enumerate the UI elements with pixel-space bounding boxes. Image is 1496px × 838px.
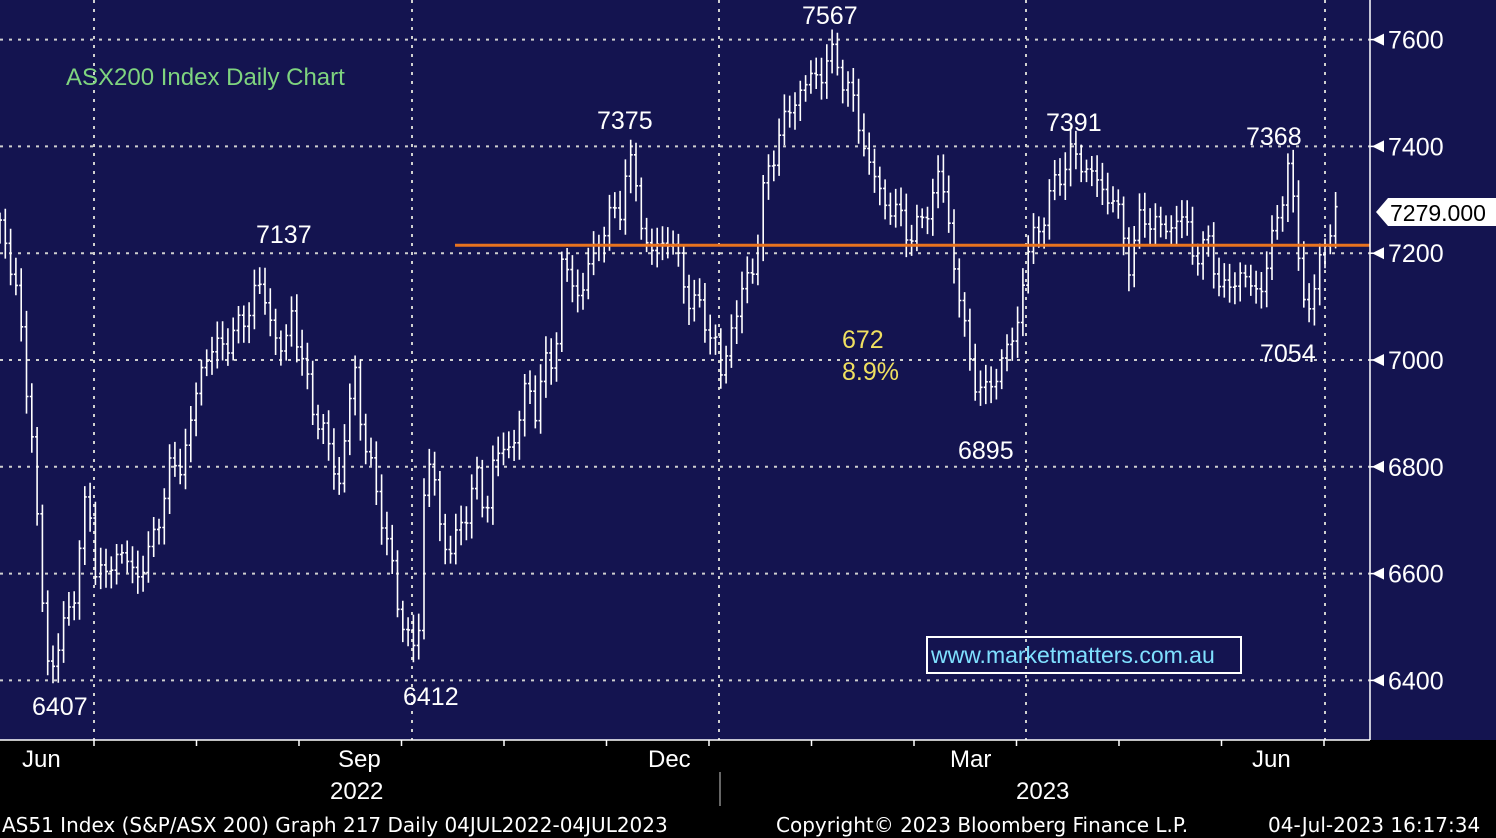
y-tick-label: 6800 — [1388, 454, 1444, 482]
y-axis-panel — [1370, 0, 1496, 740]
footer-copyright: Copyright© 2023 Bloomberg Finance L.P. — [776, 813, 1188, 837]
annotation-high-7368: 7368 — [1246, 123, 1302, 151]
y-tick-arrow — [1372, 460, 1384, 473]
last-price-tag — [1376, 198, 1496, 226]
y-tick-arrow — [1372, 247, 1384, 260]
annotation-range-points: 672 — [842, 326, 884, 354]
annotation-high-7567: 7567 — [802, 2, 858, 30]
y-tick-arrow — [1372, 33, 1384, 46]
annotation-high-7137: 7137 — [256, 221, 312, 249]
y-tick-label: 7200 — [1388, 240, 1444, 268]
x-tick-label: Jun — [22, 746, 61, 773]
price-bars — [0, 29, 1338, 684]
annotation-low-6895: 6895 — [958, 437, 1014, 465]
price-series — [0, 29, 1338, 684]
y-tick-arrow — [1372, 354, 1384, 366]
annotation-high-7375: 7375 — [597, 107, 653, 135]
year-label-2023: 2023 — [1016, 778, 1069, 805]
year-label-2022: 2022 — [330, 778, 383, 805]
footer-timestamp: 04-Jul-2023 16:17:34 — [1268, 813, 1480, 837]
annotation-low-6412: 6412 — [403, 683, 459, 711]
y-tick-arrow — [1372, 567, 1384, 580]
chart-title: ASX200 Index Daily Chart — [66, 64, 345, 91]
y-tick-arrow — [1372, 140, 1384, 153]
grid — [0, 0, 1370, 740]
x-tick-label: Dec — [648, 746, 691, 773]
y-tick-label: 6600 — [1388, 561, 1444, 589]
footer-security-info: AS51 Index (S&P/ASX 200) Graph 217 Daily… — [2, 813, 668, 837]
y-tick-arrow — [1372, 674, 1384, 687]
x-tick-label: Sep — [338, 746, 381, 773]
last-price-value: 7279.000 — [1390, 200, 1486, 226]
x-tick-label: Mar — [950, 746, 991, 773]
annotation-high-7391: 7391 — [1046, 109, 1102, 137]
annotation-low-7054: 7054 — [1260, 340, 1316, 368]
annotation-low-6407: 6407 — [32, 693, 88, 721]
watermark-text: www.marketmatters.com.au — [930, 642, 1215, 668]
y-tick-label: 7600 — [1388, 27, 1444, 55]
x-tick-label: Jun — [1252, 746, 1291, 773]
annotation-range-percent: 8.9% — [842, 358, 899, 386]
plot-area — [0, 0, 1370, 740]
y-tick-label: 6400 — [1388, 667, 1444, 695]
x-axis-ticks: Jun Sep Dec Mar Jun — [22, 740, 1325, 773]
y-tick-label: 7000 — [1388, 347, 1444, 375]
watermark-box — [926, 636, 1242, 674]
y-tick-label: 7400 — [1388, 133, 1444, 161]
y-axis-ticks: 6400 6600 6800 7000 7200 7400 7600 — [1370, 27, 1444, 695]
